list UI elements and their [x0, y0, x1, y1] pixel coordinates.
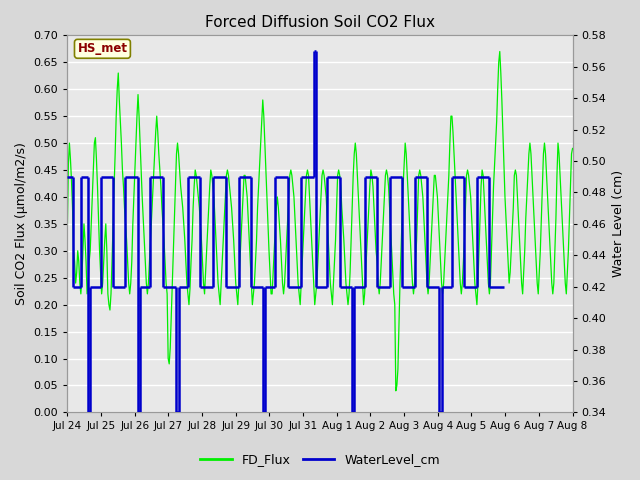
Y-axis label: Water Level (cm): Water Level (cm): [612, 170, 625, 277]
Text: HS_met: HS_met: [77, 42, 127, 55]
Y-axis label: Soil CO2 Flux (μmol/m2/s): Soil CO2 Flux (μmol/m2/s): [15, 143, 28, 305]
Title: Forced Diffusion Soil CO2 Flux: Forced Diffusion Soil CO2 Flux: [205, 15, 435, 30]
Legend: FD_Flux, WaterLevel_cm: FD_Flux, WaterLevel_cm: [195, 448, 445, 471]
